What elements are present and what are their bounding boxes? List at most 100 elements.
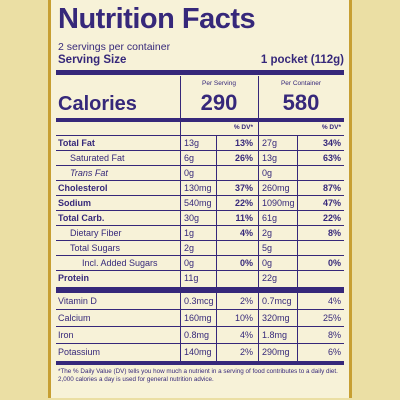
rule [56, 326, 344, 327]
rule [258, 76, 259, 361]
row-label: Saturated Fat [70, 153, 125, 163]
col-header: Per Container [280, 80, 322, 87]
rule [56, 361, 344, 365]
row-label: Total Carb. [58, 213, 105, 223]
rule [297, 135, 298, 361]
title: Nutrition Facts [58, 3, 256, 35]
serving-size-value: 1 pocket (112g) [260, 54, 344, 66]
daily-value: 11% [235, 213, 253, 223]
rule [56, 343, 344, 344]
daily-value: 25% [322, 313, 341, 323]
rule [56, 309, 344, 310]
amount: 290mg [262, 347, 290, 357]
daily-value: 4% [239, 330, 253, 340]
daily-value: 8% [327, 330, 341, 340]
daily-value: 10% [234, 313, 253, 323]
amount: 0g [262, 258, 273, 268]
calories-value: 580 [282, 90, 320, 115]
daily-value: 37% [234, 183, 253, 193]
amount: 2g [262, 228, 273, 238]
amount: 61g [262, 213, 278, 223]
rule [56, 287, 344, 292]
amount: 160mg [184, 313, 212, 323]
amount: 5g [262, 243, 273, 253]
amount: 0g [262, 168, 273, 178]
serving-size-label: Serving Size [58, 54, 127, 66]
amount: 0.7mcg [262, 296, 292, 306]
row-label: Cholesterol [58, 183, 108, 193]
row-label: Calcium [58, 313, 91, 323]
rule [56, 292, 344, 293]
amount: 140mg [184, 347, 212, 357]
rule [56, 70, 344, 75]
amount: 0g [184, 258, 195, 268]
rule [180, 76, 181, 361]
amount: 0g [184, 168, 195, 178]
footnote: *The % Daily Value (DV) tells you how mu… [58, 368, 338, 384]
calories-label: Calories [58, 93, 137, 115]
amount: 13g [262, 153, 278, 163]
rule [56, 180, 344, 181]
row-label: Total Sugars [70, 243, 121, 253]
daily-value: 2% [239, 296, 253, 306]
amount: 0.8mg [184, 330, 210, 340]
rule [56, 270, 344, 271]
amount: 260mg [262, 183, 290, 193]
calories-value: 290 [200, 90, 238, 115]
row-label: Sodium [58, 198, 91, 208]
amount: 540mg [184, 198, 212, 208]
row-label: Iron [58, 330, 74, 340]
daily-value: 4% [239, 228, 253, 238]
rule [56, 210, 344, 211]
nutrition-label [48, 0, 352, 398]
servings: 2 servings per container [58, 41, 171, 53]
rule [56, 118, 344, 122]
amount: 22g [262, 273, 278, 283]
row-label: Potassium [58, 347, 101, 357]
daily-value: 34% [322, 138, 341, 148]
rule [56, 225, 344, 226]
daily-value: 26% [234, 153, 253, 163]
daily-value: 6% [327, 347, 341, 357]
daily-value: 4% [327, 296, 341, 306]
daily-value: 22% [322, 213, 341, 223]
row-label: Dietary Fiber [70, 228, 122, 238]
rule [56, 195, 344, 196]
rule [56, 240, 344, 241]
amount: 1.8mg [262, 330, 288, 340]
amount: 0.3mcg [184, 296, 214, 306]
row-label: Incl. Added Sugars [82, 258, 158, 268]
col-header: Per Serving [202, 80, 236, 87]
daily-value: 63% [322, 153, 341, 163]
row-label: Protein [58, 273, 90, 283]
daily-value: 13% [234, 138, 253, 148]
daily-value: 0% [327, 258, 341, 268]
amount: 11g [184, 273, 199, 283]
rule [56, 135, 344, 136]
amount: 6g [184, 153, 195, 163]
amount: 320mg [262, 313, 290, 323]
amount: 27g [262, 138, 278, 148]
daily-value: 2% [239, 347, 253, 357]
rule [216, 135, 217, 361]
dv-header: % DV* [321, 124, 341, 131]
daily-value: 47% [322, 198, 341, 208]
rule [56, 255, 344, 256]
dv-header: % DV* [233, 124, 253, 131]
daily-value: 22% [234, 198, 253, 208]
amount: 30g [184, 213, 200, 223]
row-label: Total Fat [58, 138, 95, 148]
row-label: Trans Fat [70, 168, 108, 178]
rule [56, 165, 344, 166]
amount: 2g [184, 243, 195, 253]
daily-value: 8% [327, 228, 341, 238]
amount: 130mg [184, 183, 212, 193]
row-label: Vitamin D [58, 296, 97, 306]
amount: 1090mg [262, 198, 295, 208]
rule [56, 150, 344, 151]
daily-value: 87% [322, 183, 341, 193]
amount: 1g [184, 228, 195, 238]
amount: 13g [184, 138, 200, 148]
daily-value: 0% [239, 258, 253, 268]
